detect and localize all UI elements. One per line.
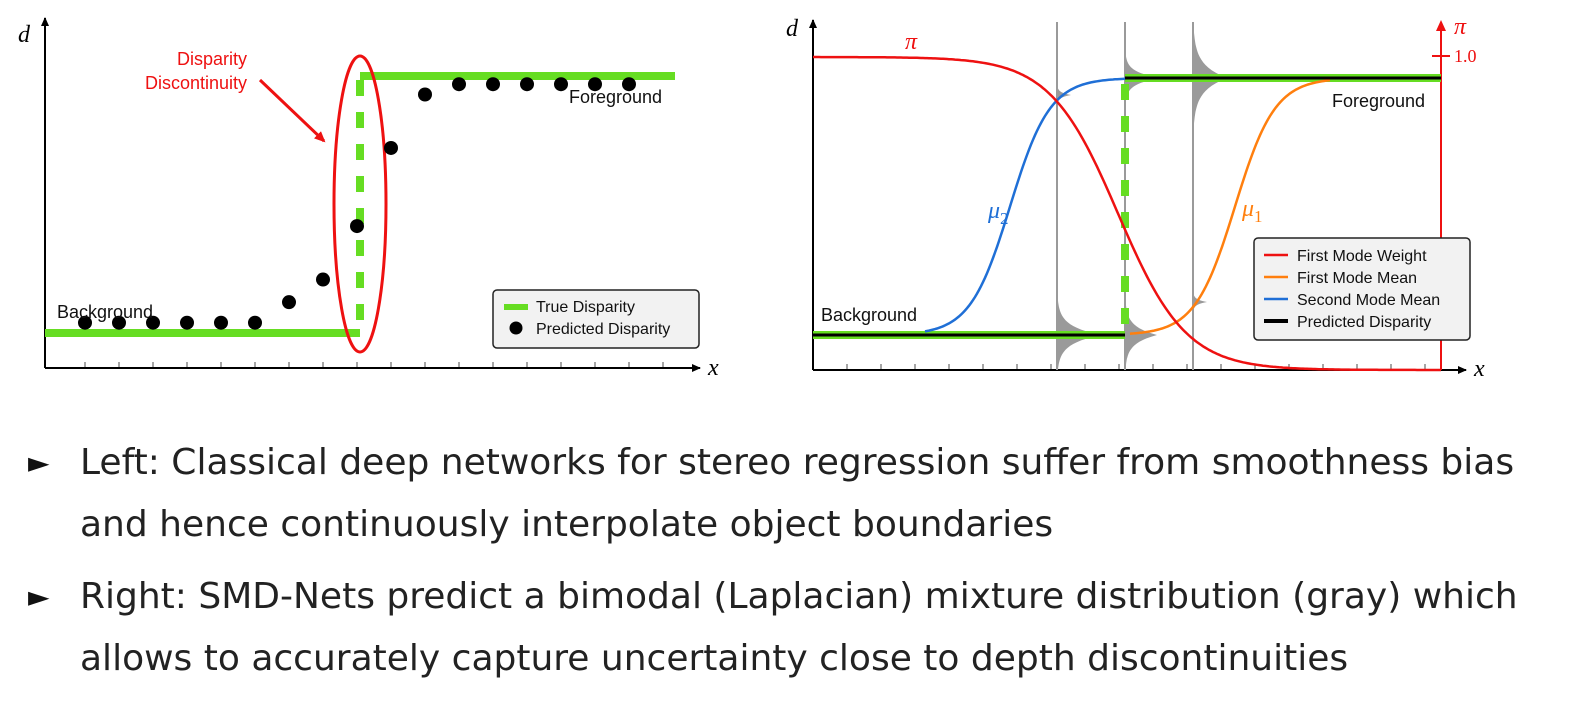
left-foreground-label: Foreground bbox=[569, 87, 662, 107]
right-y-axis-label: d bbox=[786, 16, 799, 42]
legend-first-mode-mean: First Mode Mean bbox=[1297, 270, 1417, 287]
legend-predicted-disparity-right: Predicted Disparity bbox=[1297, 314, 1431, 331]
bullet-triangle-icon: ► bbox=[28, 580, 50, 613]
predicted-disparity-points bbox=[78, 77, 636, 330]
legend-first-mode-weight: First Mode Weight bbox=[1297, 248, 1427, 265]
annotation-line2: Discontinuity bbox=[145, 73, 247, 93]
legend-predicted-disparity: Predicted Disparity bbox=[536, 321, 670, 338]
predicted-point bbox=[622, 77, 636, 92]
first-mode-mean-curve bbox=[1129, 78, 1331, 335]
predicted-point bbox=[316, 272, 330, 287]
legend-second-mode-mean: Second Mode Mean bbox=[1297, 292, 1440, 309]
predicted-point bbox=[486, 77, 500, 92]
predicted-point bbox=[418, 87, 432, 102]
bullet-list: ► Left: Classical deep networks for ster… bbox=[28, 432, 1568, 700]
mu1-label: μ1 bbox=[1241, 196, 1263, 226]
predicted-point bbox=[78, 315, 92, 330]
bullet-left: ► Left: Classical deep networks for ster… bbox=[28, 432, 1568, 556]
right-legend: First Mode Weight First Mode Mean Second… bbox=[1253, 237, 1471, 341]
pi-axis-tick-label: 1.0 bbox=[1454, 46, 1477, 66]
right-x-axis-label: x bbox=[1473, 356, 1485, 382]
pi-curve-label: π bbox=[905, 29, 918, 55]
predicted-point bbox=[112, 315, 126, 330]
left-panel: d x Background Foreground Disparity Disc… bbox=[18, 17, 719, 381]
predicted-point bbox=[214, 315, 228, 330]
bullet-triangle-icon: ► bbox=[28, 446, 50, 479]
bullet-right: ► Right: SMD-Nets predict a bimodal (Lap… bbox=[28, 566, 1568, 690]
predicted-point bbox=[282, 295, 296, 310]
mixture-peak bbox=[1125, 301, 1157, 368]
left-x-axis-label: x bbox=[707, 355, 719, 381]
predicted-point bbox=[588, 77, 602, 92]
bullet-right-text: Right: SMD-Nets predict a bimodal (Lapla… bbox=[80, 576, 1518, 679]
first-mode-weight-curve bbox=[813, 55, 1441, 372]
predicted-point bbox=[146, 315, 160, 330]
right-panel: d x 1.0 π π μ2 μ1 Background Foreground bbox=[786, 14, 1485, 382]
predicted-point bbox=[520, 77, 534, 92]
legend-true-disparity: True Disparity bbox=[536, 299, 635, 316]
predicted-point bbox=[180, 315, 194, 330]
predicted-point bbox=[248, 315, 262, 330]
left-y-axis-label: d bbox=[18, 22, 31, 48]
legend-predicted-disparity-swatch bbox=[509, 321, 523, 335]
mixture-peak bbox=[1193, 292, 1207, 312]
annotation-line1: Disparity bbox=[177, 49, 247, 69]
left-background-label: Background bbox=[57, 302, 153, 322]
second-mode-mean-curve bbox=[924, 77, 1126, 333]
mu2-label: μ2 bbox=[987, 198, 1009, 228]
predicted-point bbox=[350, 219, 364, 234]
predicted-point bbox=[452, 77, 466, 92]
discontinuity-ellipse bbox=[332, 54, 388, 354]
predicted-point bbox=[554, 77, 568, 92]
right-foreground-label: Foreground bbox=[1332, 91, 1425, 111]
predicted-point bbox=[384, 140, 398, 155]
pi-axis-label: π bbox=[1454, 14, 1467, 40]
figure: d x Background Foreground Disparity Disc… bbox=[18, 14, 1485, 382]
right-background-label: Background bbox=[821, 305, 917, 325]
annotation-arrow bbox=[258, 78, 326, 143]
bullet-left-text: Left: Classical deep networks for stereo… bbox=[80, 442, 1515, 545]
left-legend: True Disparity Predicted Disparity bbox=[492, 289, 700, 349]
